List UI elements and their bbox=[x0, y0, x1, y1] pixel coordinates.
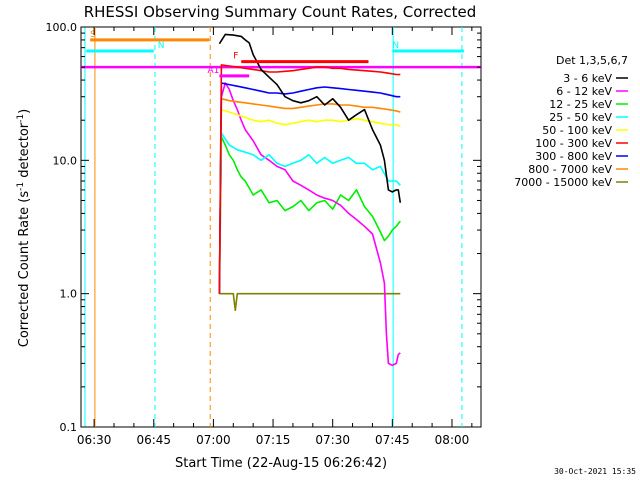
series-line-0 bbox=[218, 33, 402, 203]
y-tick-label-0: 0.1 bbox=[60, 421, 78, 434]
x-tick-label-5: 07:45 bbox=[375, 433, 410, 447]
legend-label-5: 100 - 300 keV bbox=[535, 137, 612, 150]
series-line-1 bbox=[218, 82, 401, 367]
y-tick-label-2: 10.0 bbox=[53, 154, 78, 167]
y-axis-label-sup2: -1 bbox=[16, 114, 26, 123]
legend-label-3: 25 - 50 keV bbox=[549, 111, 612, 124]
x-tick-label-2: 07:00 bbox=[196, 433, 231, 447]
y-axis-label-mid: detector bbox=[17, 122, 32, 182]
series-line-6 bbox=[218, 82, 401, 294]
orbit-marker-label-2: N bbox=[392, 41, 399, 51]
legend-label-8: 7000 - 15000 keV bbox=[514, 176, 612, 189]
plot-area: S N N A1 F 0.1 1.0 10.0 100.0 06:30 06:45 07:00 07… bbox=[46, 21, 482, 447]
series-line-7 bbox=[218, 97, 401, 294]
series-line-5 bbox=[218, 64, 401, 294]
x-axis-ticks: 06:30 06:45 07:00 07:15 07:30 07:45 08:00 bbox=[77, 27, 473, 447]
y-axis-label-main: Corrected Count Rate (s bbox=[17, 191, 32, 348]
orbit-marker-label-1: N bbox=[158, 41, 165, 51]
series-line-2 bbox=[218, 136, 401, 294]
vertical-markers bbox=[84, 27, 463, 427]
y-tick-label-1: 1.0 bbox=[60, 288, 78, 301]
y-axis-label-sup1: -1 bbox=[16, 182, 26, 191]
legend-label-6: 300 - 800 keV bbox=[535, 150, 612, 163]
x-tick-label-0: 06:30 bbox=[77, 433, 112, 447]
legend-label-0: 3 - 6 keV bbox=[563, 72, 612, 85]
x-axis-label: Start Time (22-Aug-15 06:26:42) bbox=[175, 456, 387, 471]
x-tick-label-3: 07:15 bbox=[256, 433, 291, 447]
series-line-8 bbox=[219, 292, 401, 312]
series-layer bbox=[81, 33, 481, 367]
y-axis-label-end: ) bbox=[17, 109, 32, 114]
y-axis-ticks: 0.1 1.0 10.0 100.0 bbox=[46, 21, 481, 434]
series-line-4 bbox=[218, 108, 401, 294]
x-tick-label-1: 06:45 bbox=[136, 433, 171, 447]
chart-title: RHESSI Observing Summary Count Rates, Co… bbox=[84, 3, 477, 21]
orbit-markers: S N N A1 F bbox=[86, 30, 464, 78]
y-tick-label-3: 100.0 bbox=[46, 21, 78, 34]
x-tick-label-6: 08:00 bbox=[435, 433, 470, 447]
footer-timestamp: 30-Oct-2021 15:35 bbox=[554, 467, 636, 476]
legend-label-1: 6 - 12 keV bbox=[556, 85, 612, 98]
x-tick-label-4: 07:30 bbox=[315, 433, 350, 447]
orbit-marker-label-0: S bbox=[90, 30, 96, 40]
y-axis-label: Corrected Count Rate (s-1 detector-1) bbox=[16, 109, 32, 347]
plot-frame bbox=[80, 26, 482, 428]
legend-label-7: 800 - 7000 keV bbox=[528, 163, 612, 176]
legend-label-4: 50 - 100 keV bbox=[542, 124, 612, 137]
series-line-3 bbox=[218, 132, 401, 294]
orbit-marker-label-3: A1 bbox=[207, 66, 219, 76]
legend-title: Det 1,3,5,6,7 bbox=[556, 54, 628, 67]
legend-label-2: 12 - 25 keV bbox=[549, 98, 612, 111]
orbit-marker-label-4: F bbox=[233, 52, 238, 62]
